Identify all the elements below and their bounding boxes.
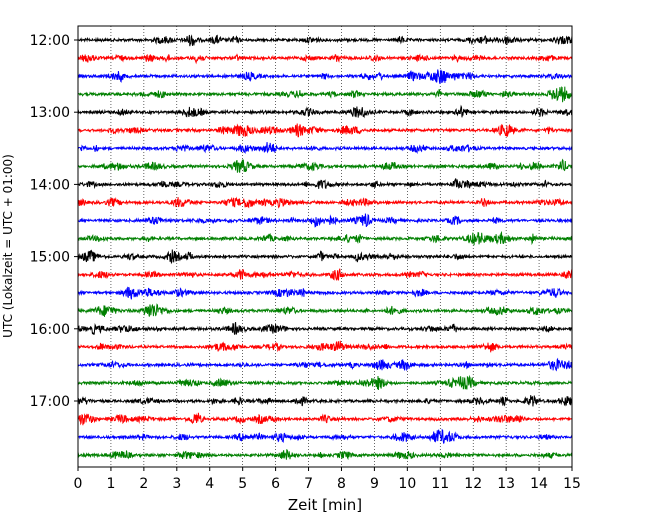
y-tick-label: 12:00: [30, 33, 70, 49]
x-tick-label: 6: [271, 476, 280, 492]
seismogram-trace: [78, 124, 572, 137]
seismogram-trace: [78, 142, 572, 152]
seismogram-trace: [78, 287, 572, 299]
seismogram-trace: [78, 322, 572, 335]
seismogram-trace: [78, 197, 572, 207]
x-tick-label: 5: [238, 476, 247, 492]
x-axis-title: Zeit [min]: [288, 496, 362, 514]
seismogram-trace: [78, 160, 572, 173]
y-axis-ticks: 12:00 13:00 14:00 15:00 16:00 17:00: [30, 33, 78, 410]
seismogram-trace: [78, 305, 572, 317]
seismogram-trace: [78, 450, 572, 460]
seismogram-traces: [78, 35, 572, 460]
seismogram-trace: [78, 430, 572, 443]
x-axis-ticks: 0 1 2 3 4 5 6 7 8 9 10 11 12 13 14 15: [74, 467, 581, 492]
x-tick-label: 15: [563, 476, 581, 492]
x-tick-label: 0: [74, 476, 83, 492]
seismogram-trace: [78, 359, 572, 370]
seismogram-trace: [78, 233, 572, 246]
x-tick-label: 8: [337, 476, 346, 492]
y-tick-label: 14:00: [30, 177, 70, 193]
y-tick-label: 13:00: [30, 105, 70, 121]
x-tick-label: 14: [530, 476, 548, 492]
y-tick-label: 15:00: [30, 250, 70, 266]
seismogram-trace: [78, 70, 572, 84]
seismogram-trace: [78, 106, 572, 117]
y-tick-label: 16:00: [30, 322, 70, 338]
seismogram-trace: [78, 35, 572, 46]
x-tick-label: 2: [139, 476, 148, 492]
seismogram-trace: [78, 87, 572, 103]
seismogram-trace: [78, 269, 572, 281]
x-tick-label: 1: [106, 476, 115, 492]
y-axis-title: UTC (Lokalzeit = UTC + 01:00): [1, 154, 15, 338]
x-tick-label: 10: [398, 476, 416, 492]
x-tick-label: 12: [464, 476, 482, 492]
seismogram-trace: [78, 178, 572, 188]
seismogram-trace: [78, 214, 572, 227]
seismogram-trace: [78, 395, 572, 406]
x-tick-label: 7: [304, 476, 313, 492]
x-tick-label: 4: [205, 476, 214, 492]
seismogram-trace: [78, 54, 572, 62]
seismogram-trace: [78, 376, 572, 390]
seismogram-trace: [78, 250, 572, 263]
x-tick-label: 3: [172, 476, 181, 492]
x-tick-label: 9: [370, 476, 379, 492]
seismogram-trace: [78, 413, 572, 425]
y-tick-label: 17:00: [30, 394, 70, 410]
seismogram-trace: [78, 341, 572, 353]
x-tick-label: 13: [497, 476, 515, 492]
x-tick-label: 11: [431, 476, 449, 492]
